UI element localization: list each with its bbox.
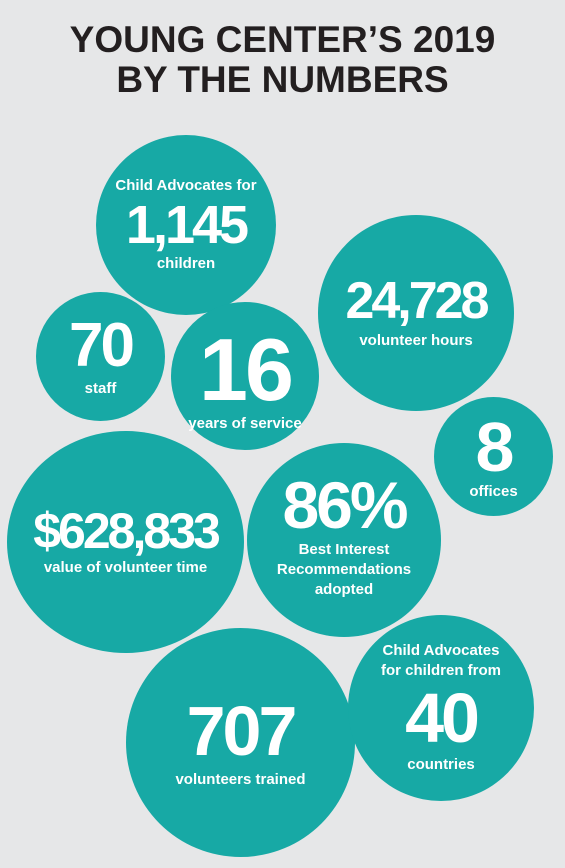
stat-children-pre: Child Advocates for bbox=[115, 176, 256, 196]
stat-volunteer-value-value: $628,833 bbox=[33, 506, 218, 556]
stat-countries-circle: Child Advocates for children from 40 cou… bbox=[348, 615, 534, 801]
stat-trained-value: 707 bbox=[187, 696, 295, 766]
stat-recommendations-post3: adopted bbox=[315, 580, 373, 600]
stat-recommendations-post1: Best Interest bbox=[299, 540, 390, 560]
stat-countries-value: 40 bbox=[405, 683, 477, 753]
stat-volunteer-value-post: value of volunteer time bbox=[44, 558, 207, 578]
stat-children-post: children bbox=[157, 254, 215, 274]
title-line-1: YOUNG CENTER’S 2019 bbox=[0, 20, 565, 60]
stat-volunteer-value-circle: $628,833 value of volunteer time bbox=[7, 431, 244, 653]
stat-countries-pre2: for children from bbox=[381, 661, 501, 681]
stat-volunteer-hours-circle: 24,728 volunteer hours bbox=[318, 215, 514, 411]
stat-trained-circle: 707 volunteers trained bbox=[126, 628, 355, 857]
stat-countries-post: countries bbox=[407, 755, 475, 775]
stat-offices-value: 8 bbox=[476, 412, 512, 482]
stat-years-circle: 16 years of service bbox=[171, 302, 319, 450]
stat-staff-post: staff bbox=[85, 379, 117, 399]
stat-volunteer-hours-post: volunteer hours bbox=[359, 331, 472, 351]
stat-staff-circle: 70 staff bbox=[36, 292, 165, 421]
stat-trained-post: volunteers trained bbox=[175, 770, 305, 790]
stat-volunteer-hours-value: 24,728 bbox=[345, 275, 486, 327]
stat-years-post: years of service bbox=[188, 414, 301, 434]
stat-years-value: 16 bbox=[199, 326, 291, 414]
stat-recommendations-post2: Recommendations bbox=[277, 560, 411, 580]
stat-offices-post: offices bbox=[469, 482, 517, 502]
stat-children-circle: Child Advocates for 1,145 children bbox=[96, 135, 276, 315]
stat-offices-circle: 8 offices bbox=[434, 397, 553, 516]
stat-recommendations-value: 86% bbox=[282, 472, 405, 538]
page-title: YOUNG CENTER’S 2019 BY THE NUMBERS bbox=[0, 20, 565, 100]
stat-countries-pre1: Child Advocates bbox=[383, 641, 500, 661]
stat-recommendations-circle: 86% Best Interest Recommendations adopte… bbox=[247, 443, 441, 637]
stat-staff-value: 70 bbox=[69, 315, 132, 377]
title-line-2: BY THE NUMBERS bbox=[0, 60, 565, 100]
stat-children-value: 1,145 bbox=[126, 198, 246, 252]
